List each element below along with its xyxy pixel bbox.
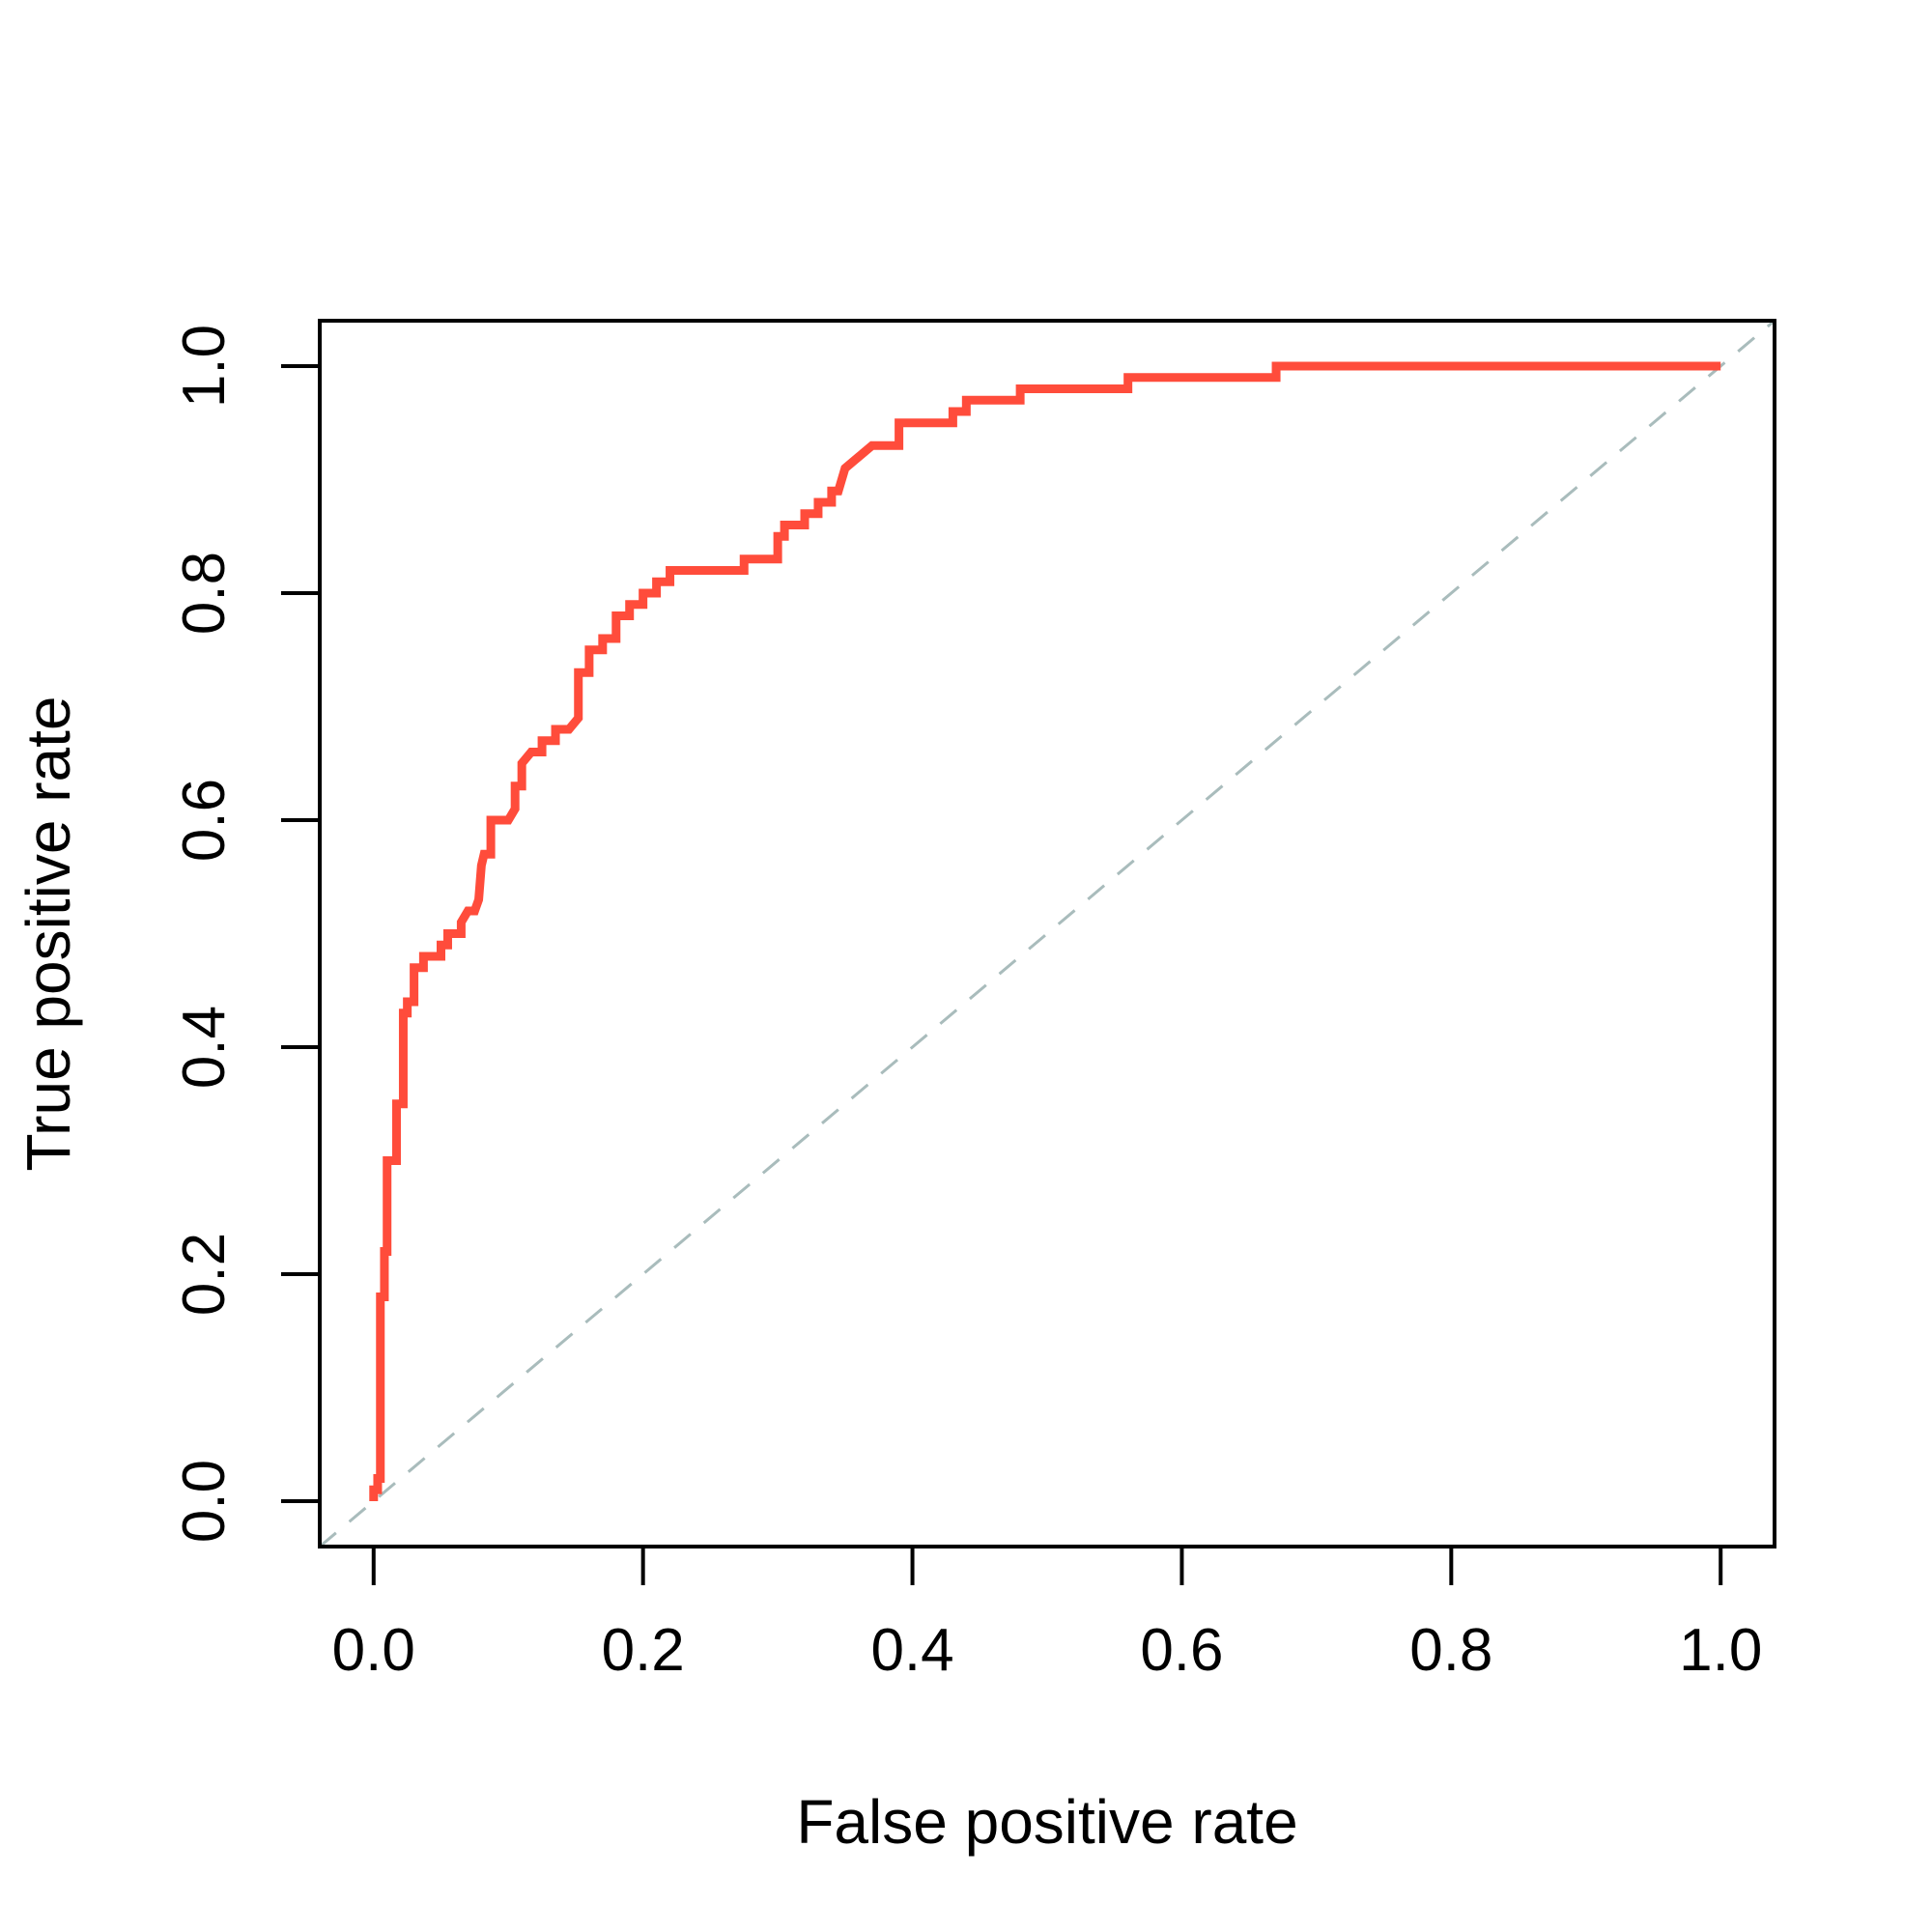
x-tick-label: 0.8 [1409,1617,1492,1684]
roc-curve-layer [369,361,1721,1501]
x-tick-label: 0.2 [602,1617,685,1684]
x-tick-label: 0.6 [1140,1617,1223,1684]
roc-curve-line [369,361,1721,1501]
y-tick-label: 0.0 [171,1460,238,1543]
x-axis-label: False positive rate [796,1787,1297,1857]
y-axis-label: True positive rate [14,696,83,1171]
y-tick-label: 1.0 [171,325,238,408]
chance-line-layer [319,319,1776,1548]
y-axis: 0.0 0.2 0.4 0.6 0.8 1.0 [171,325,322,1543]
x-axis: 0.0 0.2 0.4 0.6 0.8 1.0 [332,1545,1762,1684]
y-tick-label: 0.4 [171,1006,238,1089]
x-tick-label: 0.4 [870,1617,953,1684]
y-tick-label: 0.6 [171,779,238,862]
chance-diagonal-line [319,319,1776,1548]
y-tick-label: 0.8 [171,552,238,635]
x-tick-label: 0.0 [332,1617,415,1684]
x-tick-label: 1.0 [1679,1617,1762,1684]
y-tick-label: 0.2 [171,1233,238,1316]
